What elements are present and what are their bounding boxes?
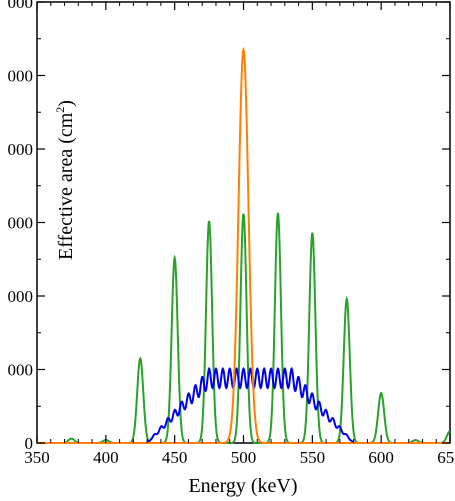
- series-layer: [37, 46, 451, 444]
- y-tick-label: 000: [8, 0, 34, 12]
- series-orange-line: [37, 46, 450, 444]
- x-tick-label: 400: [93, 448, 119, 467]
- y-axis-title-main: Effective area (cm: [55, 112, 77, 260]
- y-tick-label: 000: [8, 67, 34, 86]
- x-tick-label: 350: [24, 448, 50, 467]
- x-tick-label: 650: [437, 448, 455, 467]
- y-tick-label: 0: [25, 434, 34, 453]
- x-tick-label: 450: [162, 448, 188, 467]
- x-tick-label: 500: [231, 448, 257, 467]
- y-tick-label: 000: [8, 214, 34, 233]
- y-tick-label: 000: [8, 140, 34, 159]
- series-blue-line: [37, 366, 450, 444]
- y-tick-label: 000: [8, 287, 34, 306]
- y-axis-title-close: ): [55, 100, 77, 107]
- x-tick-label: 550: [300, 448, 326, 467]
- x-tick-label: 600: [368, 448, 394, 467]
- y-axis-title: Effective area (cm2): [53, 100, 77, 260]
- y-tick-label: 000: [8, 361, 34, 380]
- x-axis-title: Energy (keV): [188, 475, 297, 497]
- series-green-line: [37, 212, 451, 444]
- y-axis-title-superscript: 2: [53, 107, 67, 113]
- x-axis: 350 400 450 500 550 600 650: [24, 2, 455, 467]
